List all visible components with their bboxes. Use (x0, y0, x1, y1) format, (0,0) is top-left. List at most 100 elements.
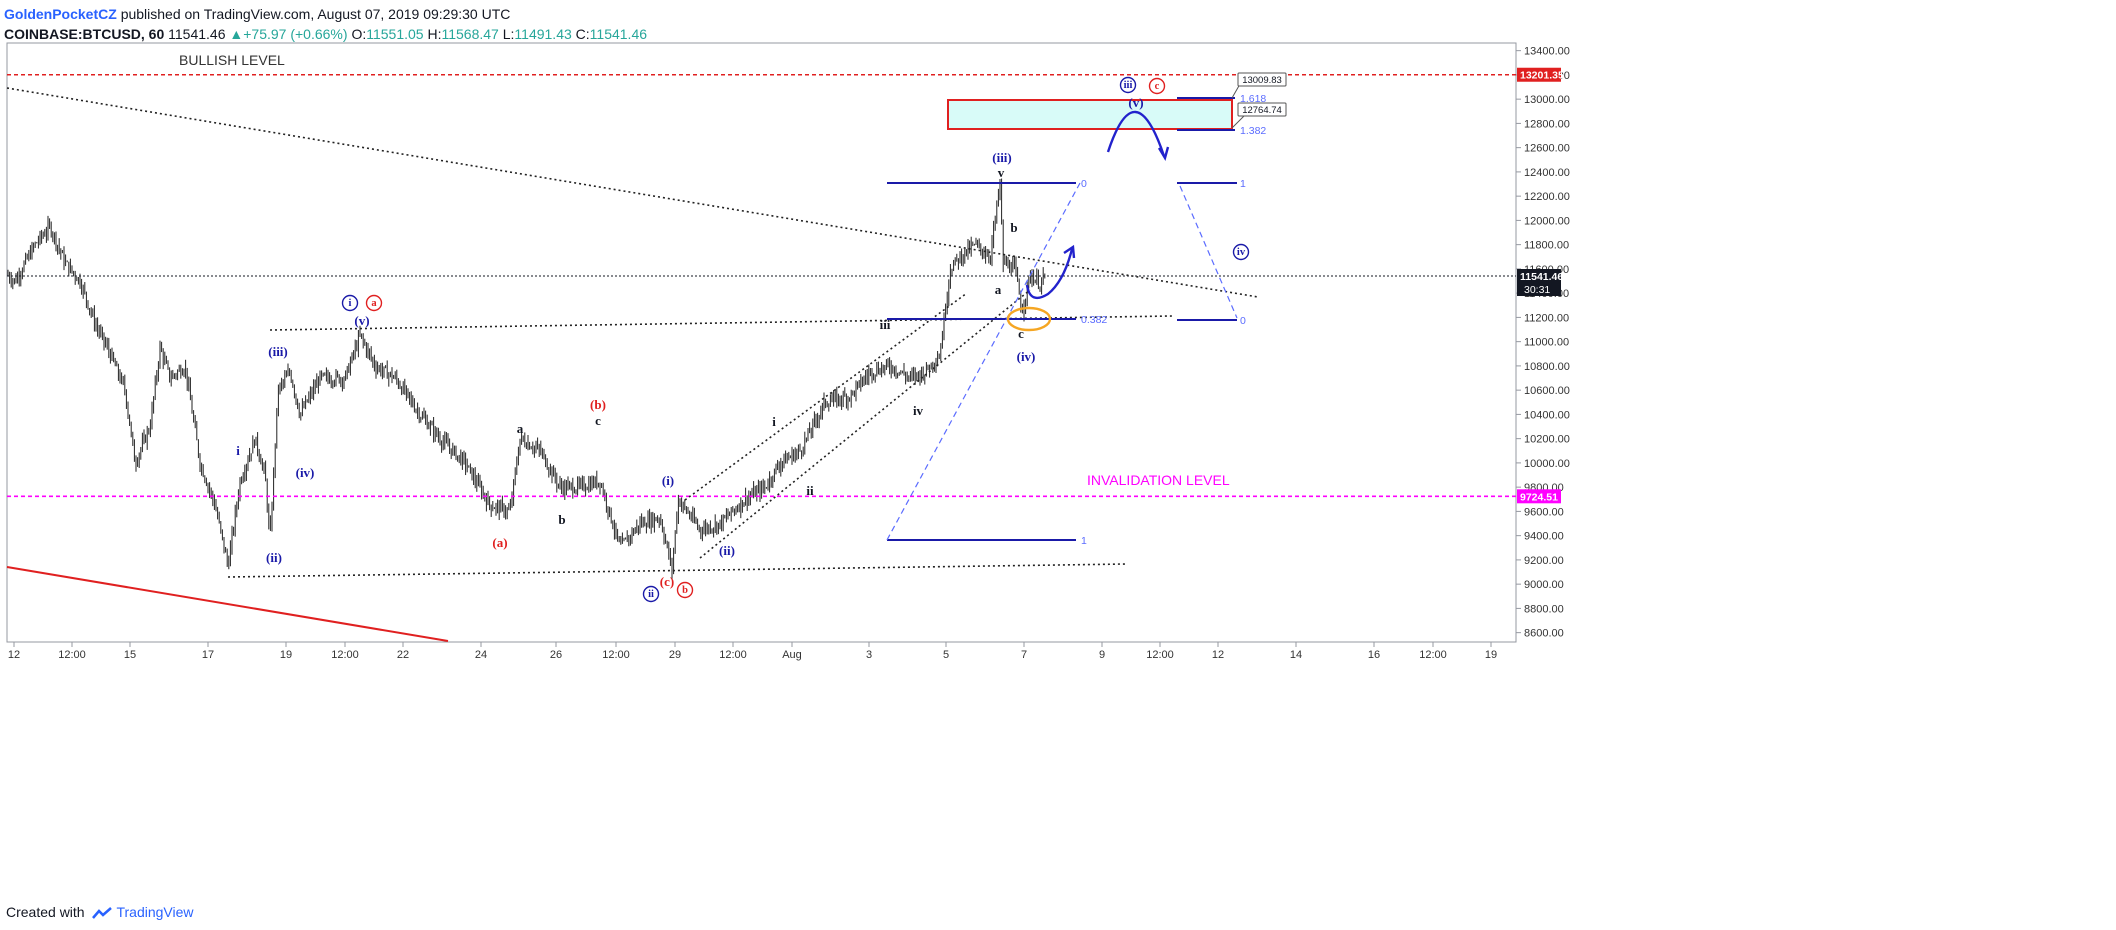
tradingview-logo-icon (92, 907, 113, 920)
y-tick-label-4: 12600.00 (1524, 143, 1570, 155)
x-tick-label-14: 5 (943, 649, 949, 661)
wave-label-10: (i) (662, 473, 674, 488)
x-tick-label-3: 17 (202, 649, 214, 661)
fib-1382-label: 1.382 (1240, 125, 1266, 137)
drawings-layer: 0 0.382 1 1 0 1.618 1.382 13009.83 12764.74 BULLI… (6, 52, 1516, 642)
y-tick-label-24: 8600.00 (1524, 628, 1564, 640)
circled-wave-label-4: iii (1124, 80, 1133, 91)
wave-label-22: (iv) (1017, 349, 1036, 364)
fib-level-0-label: 0 (1081, 178, 1087, 190)
high-label: H: (427, 26, 442, 42)
header-line-1: GoldenPocketCZ published on TradingView.… (4, 4, 647, 24)
fib-diagonal (886, 182, 1081, 541)
x-tick-label-9: 12:00 (602, 649, 630, 661)
close-label: C: (575, 26, 590, 42)
y-tick-label-5: 12400.00 (1524, 167, 1570, 179)
projection-hook-arrowhead (1063, 244, 1076, 259)
level-tag-label-1: 9724.51 (1520, 491, 1558, 503)
y-tick-label-15: 10400.00 (1524, 409, 1570, 421)
axes-layer: 13400.0013200.0013000.0012800.0012600.00… (8, 46, 1570, 661)
price-callout-2-text: 12764.74 (1242, 105, 1282, 116)
last-price: 11541.46 (168, 26, 226, 42)
y-tick-label-6: 12200.00 (1524, 191, 1570, 203)
y-tick-label-8: 11800.00 (1524, 240, 1569, 252)
close-value: 11541.46 (589, 26, 648, 42)
y-tick-label-19: 9600.00 (1524, 506, 1564, 518)
circled-wave-label-0: i (349, 298, 352, 309)
invalidation-level-label: INVALIDATION LEVEL (1087, 472, 1230, 488)
level-tag-1 (1517, 489, 1561, 504)
fib-0382-label: 0.382 (1081, 314, 1107, 326)
circled-wave-marker-2 (642, 585, 660, 603)
y-tick-label-2: 13000.00 (1524, 94, 1570, 106)
circled-wave-label-2: ii (648, 589, 654, 600)
wave-label-13: i (772, 414, 776, 429)
wave-label-1: (ii) (266, 550, 282, 565)
wave-label-15: iii (880, 317, 891, 332)
circled-wave-marker-3 (676, 581, 694, 599)
low-label: L: (502, 26, 515, 42)
chart-header: GoldenPocketCZ published on TradingView.… (4, 4, 647, 44)
circled-wave-label-5: c (1155, 81, 1160, 92)
fib-level-1-label: 1 (1081, 535, 1087, 547)
candles-layer (7, 178, 1046, 580)
x-tick-label-0: 12 (8, 649, 20, 661)
y-tick-label-11: 11200.00 (1524, 312, 1569, 324)
channel-upper-line (684, 292, 968, 501)
y-tick-label-20: 9400.00 (1524, 531, 1564, 543)
x-tick-label-12: Aug (782, 649, 802, 661)
wave-label-23: (v) (1128, 95, 1143, 110)
y-tick-label-21: 9200.00 (1524, 555, 1564, 567)
projection-hook (1025, 248, 1074, 300)
x-tick-label-17: 12:00 (1146, 649, 1174, 661)
circled-wave-marker-1 (365, 294, 383, 312)
chart-frame (6, 42, 1517, 643)
wave-label-17: (iii) (992, 150, 1012, 165)
wave-label-8: c (595, 413, 601, 428)
right-fib-1-label: 1 (1240, 178, 1246, 190)
wave-labels-layer: i(ii)(iii)(iv)(v)(a)abc(b)(i)(c)(ii)iiii… (236, 76, 1250, 603)
header-line-2: COINBASE:BTCUSD, 60 11541.46 ▲+75.97 (+0… (4, 24, 647, 44)
x-tick-label-10: 29 (669, 649, 681, 661)
plot-border (6, 42, 1517, 643)
open-label: O: (351, 26, 367, 42)
x-tick-label-20: 16 (1368, 649, 1380, 661)
wave-label-0: i (236, 443, 240, 458)
wave-label-9: (b) (590, 397, 606, 412)
wave-label-21: c (1018, 326, 1024, 341)
level-tag-2 (1517, 269, 1561, 283)
x-tick-label-15: 7 (1021, 649, 1027, 661)
projection-arc (1106, 110, 1166, 157)
wave-label-3: (iv) (296, 465, 315, 480)
x-tick-label-4: 19 (280, 649, 292, 661)
x-tick-label-5: 12:00 (331, 649, 359, 661)
tradingview-brand-link[interactable]: TradingView (116, 904, 194, 920)
open-value: 11551.05 (366, 26, 424, 42)
x-tick-label-13: 3 (866, 649, 872, 661)
x-tick-label-7: 24 (475, 649, 487, 661)
circled-wave-label-1: a (371, 298, 377, 309)
wave-label-4: (v) (354, 313, 369, 328)
circled-wave-marker-5 (1148, 77, 1166, 95)
created-with-text: Created with (6, 904, 85, 920)
x-tick-label-19: 14 (1290, 649, 1302, 661)
circled-wave-label-6: iv (1237, 247, 1246, 258)
x-tick-label-8: 26 (550, 649, 562, 661)
wave-label-16: iv (913, 403, 924, 418)
wave-label-6: a (517, 421, 524, 436)
wave-label-12: (ii) (719, 543, 735, 558)
x-tick-label-6: 22 (397, 649, 409, 661)
x-tick-label-2: 15 (124, 649, 136, 661)
right-fib-diagonal (1179, 185, 1238, 319)
support-highlight-ellipse (1006, 306, 1052, 332)
circled-wave-marker-0 (341, 294, 359, 312)
y-tick-label-3: 12800.00 (1524, 118, 1570, 130)
wave-label-2: (iii) (268, 344, 288, 359)
descending-trendline (6, 87, 1259, 298)
circled-wave-label-3: b (682, 585, 688, 596)
circled-wave-marker-6 (1232, 243, 1250, 261)
y-tick-label-16: 10200.00 (1524, 434, 1570, 446)
author-link[interactable]: GoldenPocketCZ (4, 6, 117, 22)
wave-label-19: b (1010, 220, 1017, 235)
